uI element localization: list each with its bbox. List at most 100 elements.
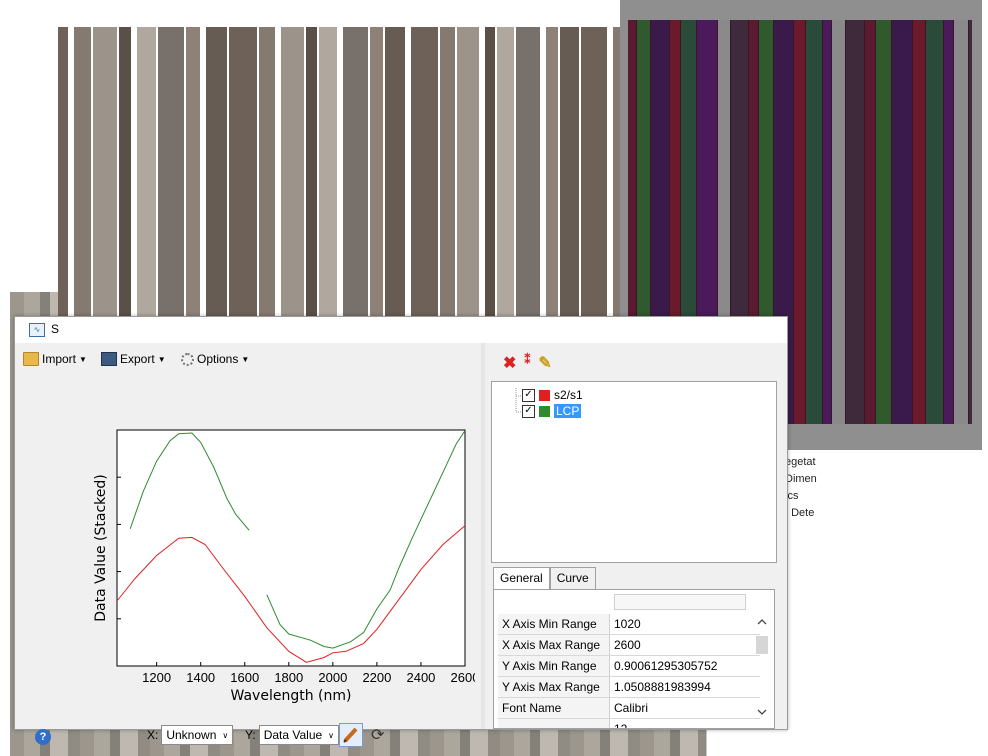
property-name: X Axis Max Range <box>498 635 610 655</box>
dropdown-arrow-icon: ▼ <box>157 354 166 364</box>
refresh-icon[interactable]: ⟳ <box>371 727 385 744</box>
curve-checkbox[interactable]: ✓ <box>522 404 535 418</box>
mosaic-strip <box>457 27 479 340</box>
tree-connector <box>515 388 524 413</box>
background-panel-line: Dimen <box>785 473 817 485</box>
mosaic-strip <box>749 20 758 424</box>
property-scrollbar[interactable] <box>752 614 770 724</box>
property-name: Y Axis Min Range <box>498 656 610 676</box>
tree-item-s2-s1[interactable]: ✓ s2/s1 <box>522 388 583 402</box>
mosaic-strip <box>926 20 943 424</box>
mosaic-strip <box>497 27 514 340</box>
series-line-s2-s1 <box>116 525 466 663</box>
y-axis-selector-label: Y: <box>245 728 256 742</box>
mosaic-strip <box>892 20 912 424</box>
color-wand-icon[interactable]: ✎ <box>538 355 552 372</box>
property-value[interactable]: 2600 <box>614 638 641 652</box>
x-axis-dropdown[interactable]: Unknown ∨ <box>161 725 234 745</box>
help-icon[interactable]: ? <box>35 729 51 745</box>
top-mosaic-image <box>58 27 620 340</box>
folder-icon <box>23 352 39 366</box>
property-value[interactable]: 1020 <box>614 617 641 631</box>
x-tick-label: 1800 <box>274 670 303 685</box>
scroll-up-icon <box>757 619 767 625</box>
property-row[interactable]: Y Axis Max Range 1.0508881983994 <box>498 677 760 698</box>
mosaic-strip <box>806 20 822 424</box>
mosaic-strip <box>846 20 864 424</box>
y-axis-dropdown[interactable]: Data Value ∨ <box>258 725 340 745</box>
curve-toolbar: ✖ ⁑ ✎ <box>503 353 552 373</box>
dropdown-arrow-icon: ▼ <box>79 354 87 364</box>
tab-curve[interactable]: Curve <box>549 567 596 589</box>
mosaic-strip <box>581 27 607 340</box>
mosaic-strip <box>370 27 383 340</box>
x-tick-label: 1400 <box>186 670 215 685</box>
y-axis-dropdown-value: Data Value <box>263 728 323 742</box>
mosaic-strip <box>119 27 131 340</box>
pencil-icon <box>343 727 358 743</box>
property-name <box>498 719 610 728</box>
x-axis-selector-label: X: <box>147 728 159 742</box>
mosaic-strip <box>954 20 968 424</box>
mosaic-strip <box>206 27 227 340</box>
delete-all-icon[interactable]: ⁑ <box>524 353 531 367</box>
x-axis-selector: X: Unknown ∨ <box>147 725 234 745</box>
property-row[interactable]: Font Name Calibri <box>498 698 760 719</box>
property-value[interactable]: 12 <box>614 722 628 729</box>
property-grid-header <box>614 594 746 610</box>
x-axis-label: Wavelength (nm) <box>231 688 352 704</box>
property-row[interactable]: X Axis Max Range 2600 <box>498 635 760 656</box>
mosaic-strip <box>865 20 875 424</box>
property-name: Font Name <box>498 698 610 718</box>
curve-checkbox[interactable]: ✓ <box>522 388 535 402</box>
window-titlebar[interactable]: ∿ S <box>15 317 787 343</box>
background-panel-line: t Dete <box>785 507 815 519</box>
mosaic-strip <box>823 20 831 424</box>
x-axis-dropdown-value: Unknown <box>166 728 217 742</box>
import-label: Import <box>42 352 77 366</box>
color-swatch <box>539 389 550 401</box>
property-row[interactable]: 12 <box>498 719 760 729</box>
window-app-icon: ∿ <box>29 323 45 337</box>
import-button[interactable]: Import ▼ <box>23 352 87 366</box>
chevron-down-icon: ∨ <box>222 730 229 740</box>
y-axis-selector: Y: Data Value ∨ <box>245 725 340 745</box>
mosaic-strip <box>560 27 579 340</box>
property-name: Y Axis Max Range <box>498 677 610 697</box>
gear-icon <box>181 352 194 366</box>
property-row[interactable]: X Axis Min Range 1020 <box>498 614 760 635</box>
chevron-down-icon: ∨ <box>328 730 335 740</box>
mosaic-strip <box>319 27 337 340</box>
property-value[interactable]: 1.0508881983994 <box>614 680 711 694</box>
mosaic-strip <box>229 27 257 340</box>
property-value[interactable]: 0.90061295305752 <box>614 659 718 673</box>
property-value[interactable]: Calibri <box>614 701 649 715</box>
mosaic-strip <box>832 20 845 424</box>
tab-general[interactable]: General <box>493 567 550 589</box>
export-button[interactable]: Export ▼ <box>101 352 166 366</box>
mosaic-strip <box>913 20 925 424</box>
x-tick-label: 1600 <box>230 670 259 685</box>
edit-plot-button[interactable] <box>339 723 363 747</box>
mosaic-strip <box>485 27 495 340</box>
mosaic-strip <box>385 27 405 340</box>
x-tick-label: 2400 <box>406 670 435 685</box>
delete-icon[interactable]: ✖ <box>503 355 517 372</box>
series-line-lcp <box>129 432 250 531</box>
scroll-down-icon <box>757 709 767 715</box>
mosaic-strip <box>546 27 558 340</box>
scrollbar-thumb <box>756 636 768 654</box>
spectral-line-chart[interactable]: 1200 1400 1600 1800 2000 2200 2400 2600 Waveleng… <box>25 398 475 718</box>
mosaic-strip <box>93 27 117 340</box>
dropdown-arrow-icon: ▼ <box>241 354 250 364</box>
mosaic-strip <box>281 27 304 340</box>
background-panel-line: ics <box>785 490 799 502</box>
spectral-plot-window: ∿ S Import ▼ Export ▼ Options ▼ 1200 1400… <box>14 316 788 747</box>
options-button[interactable]: Options ▼ <box>181 352 249 366</box>
mosaic-strip <box>306 27 317 340</box>
mosaic-strip <box>516 27 540 340</box>
mosaic-strip <box>670 20 680 424</box>
pane-splitter[interactable] <box>481 343 485 729</box>
tree-item-lcp[interactable]: ✓ LCP <box>522 404 582 418</box>
property-row[interactable]: Y Axis Min Range 0.90061295305752 <box>498 656 760 677</box>
